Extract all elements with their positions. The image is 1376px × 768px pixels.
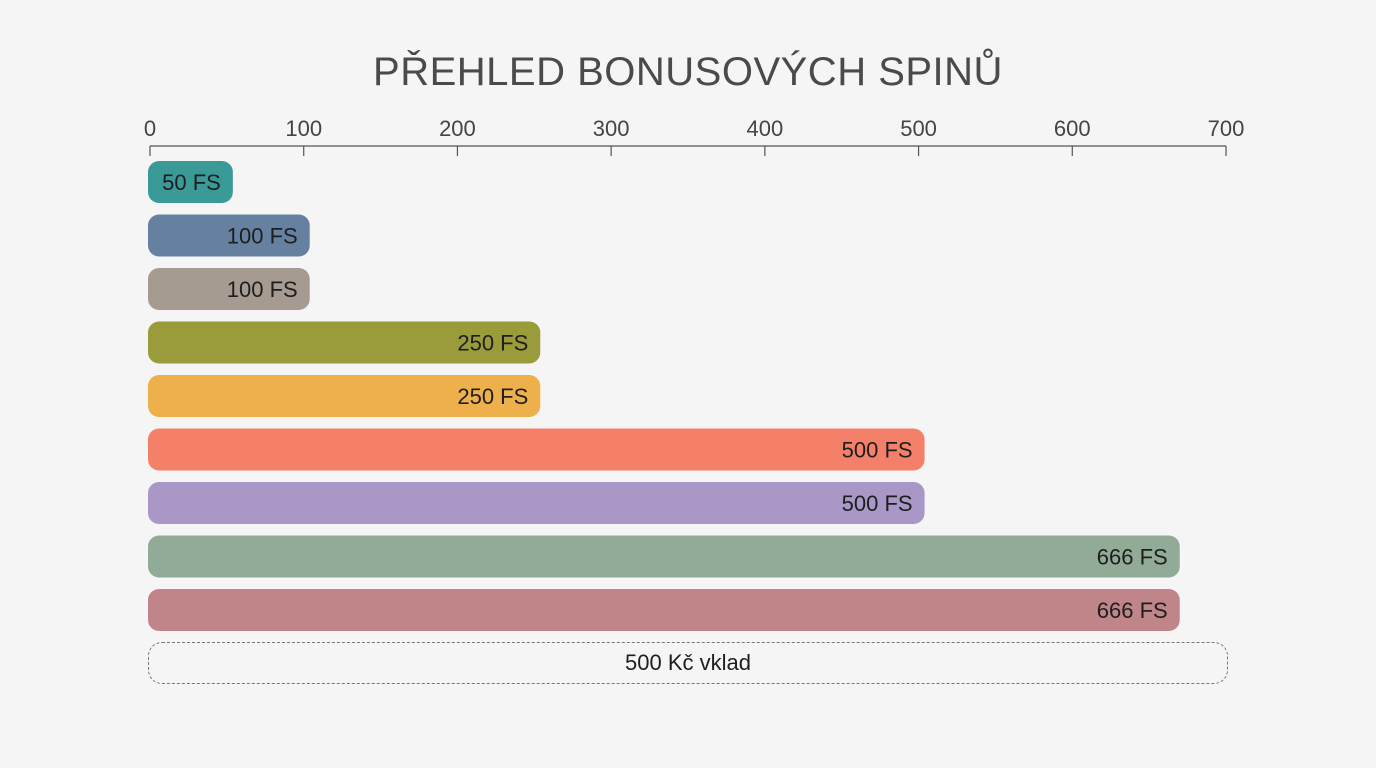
bar-value-label: 666 FS <box>1097 545 1168 570</box>
x-tick-label: 200 <box>439 116 476 141</box>
bar <box>148 535 1180 578</box>
bar <box>148 428 925 471</box>
bar <box>148 482 925 524</box>
x-tick-label: 500 <box>900 116 937 141</box>
bar-value-label: 250 FS <box>457 384 528 409</box>
bar <box>148 214 310 257</box>
bar-value-label: 50 FS <box>162 170 221 195</box>
bar <box>148 268 310 310</box>
bar-value-label: 250 FS <box>457 331 528 356</box>
bar <box>148 375 541 417</box>
bar-value-label: 500 FS <box>842 491 913 516</box>
x-tick-label: 0 <box>144 116 156 141</box>
bar-value-label: 500 FS <box>842 438 913 463</box>
bar <box>148 321 541 364</box>
bar-value-label: 100 FS <box>227 224 298 249</box>
bar-value-label: 666 FS <box>1097 598 1168 623</box>
bar-value-label: 100 FS <box>227 277 298 302</box>
x-tick-label: 100 <box>285 116 322 141</box>
x-tick-label: 700 <box>1208 116 1245 141</box>
bars: 50 FS 100 FS 100 FS 250 FS 250 FS 500 FS 500 F… <box>148 161 1180 631</box>
x-axis: 0 100 200 300 400 500 600 700 <box>144 116 1244 156</box>
bar <box>148 161 233 203</box>
x-tick-label: 600 <box>1054 116 1091 141</box>
deposit-note: 500 Kč vklad <box>148 642 1228 684</box>
bar <box>148 589 1180 631</box>
chart-title: PŘEHLED BONUSOVÝCH SPINŮ <box>373 50 1003 94</box>
x-tick-label: 400 <box>746 116 783 141</box>
x-tick-label: 300 <box>593 116 630 141</box>
